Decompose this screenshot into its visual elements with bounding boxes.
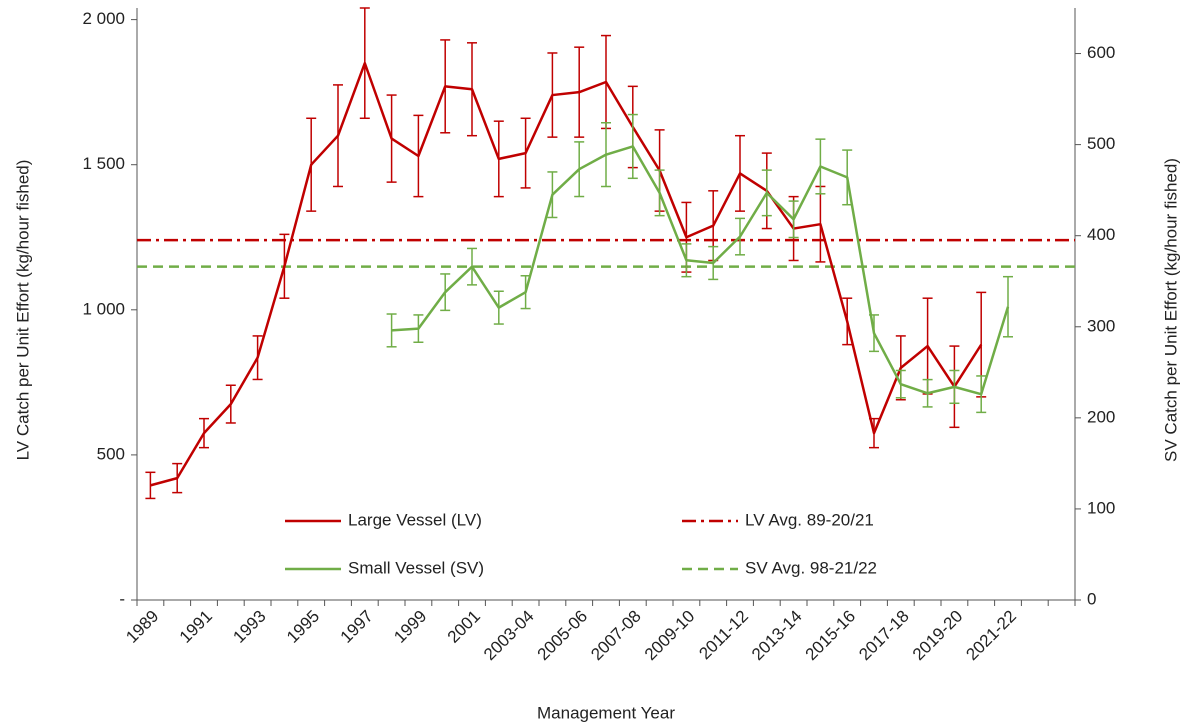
x-tick-label: 2001	[444, 607, 484, 647]
y2-tick-label: 600	[1087, 43, 1115, 62]
y2-tick-label: 300	[1087, 316, 1115, 335]
y-tick-label: 2 000	[82, 9, 125, 28]
y-tick-label: 1 500	[82, 154, 125, 173]
x-tick-label: 2015-16	[802, 607, 860, 665]
x-tick-label: 1999	[390, 607, 430, 647]
x-tick-label: 2019-20	[909, 607, 967, 665]
legend-label: Large Vessel (LV)	[348, 510, 482, 529]
series-line	[150, 61, 983, 487]
y-tick-label: 500	[97, 444, 125, 463]
x-tick-label: 2003-04	[480, 607, 538, 665]
legend-label: Small Vessel (SV)	[348, 558, 484, 577]
x-tick-label: 1995	[283, 607, 323, 647]
x-tick-label: 2017-18	[855, 607, 913, 665]
y2-tick-label: 200	[1087, 407, 1115, 426]
x-tick-label: 2011-12	[695, 607, 752, 664]
x-tick-label: 2013-14	[748, 607, 806, 665]
x-tick-label: 1993	[229, 607, 269, 647]
y2-tick-label: 500	[1087, 134, 1115, 153]
y2-tick-label: 100	[1087, 498, 1115, 517]
y-tick-label: -	[119, 589, 125, 608]
x-axis-title: Management Year	[537, 703, 675, 722]
x-tick-label: 2005-06	[534, 607, 592, 665]
x-tick-label: 1991	[176, 607, 216, 647]
x-tick-label: 1989	[122, 607, 162, 647]
x-tick-label: 2007-08	[587, 607, 645, 665]
y-tick-label: 1 000	[82, 299, 125, 318]
y2-axis-title: SV Catch per Unit Effort (kg/hour fished…	[1161, 158, 1180, 462]
y-axis-title: LV Catch per Unit Effort (kg/hour fished…	[13, 160, 32, 461]
x-tick-label: 2009-10	[641, 607, 699, 665]
y2-tick-label: 400	[1087, 225, 1115, 244]
y2-tick-label: 0	[1087, 589, 1096, 608]
legend-label: LV Avg. 89-20/21	[745, 510, 874, 529]
x-tick-label: 2021-22	[962, 607, 1020, 665]
series-line	[391, 145, 1010, 396]
x-tick-label: 1997	[337, 607, 377, 647]
legend-label: SV Avg. 98-21/22	[745, 558, 877, 577]
